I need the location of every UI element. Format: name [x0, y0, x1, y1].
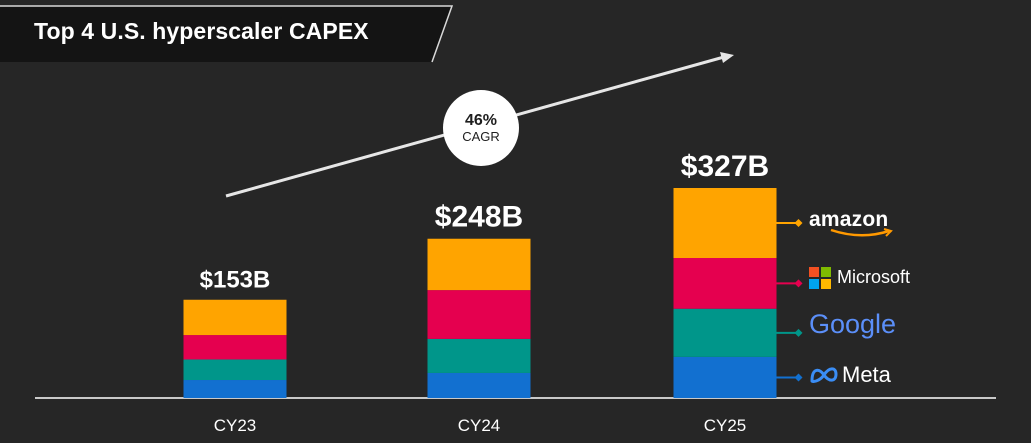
legend-layer: [776, 219, 803, 382]
legend-amazon: amazon: [809, 208, 899, 240]
legend-marker-meta: [794, 373, 803, 382]
bar-segment-amazon-cy24: [427, 238, 531, 291]
chart-title: Top 4 U.S. hyperscaler CAPEX: [34, 18, 369, 44]
amazon-logo-text: amazon: [809, 208, 889, 231]
legend-google: Google: [809, 309, 896, 343]
bar-segment-google-cy24: [427, 338, 531, 373]
bar-segment-microsoft-cy23: [183, 335, 287, 360]
bar-segment-meta-cy25: [673, 356, 777, 398]
bar-segment-google-cy23: [183, 359, 287, 381]
x-tick-label-cy25: CY25: [704, 416, 747, 435]
legend-marker-amazon: [794, 219, 803, 227]
bar-segment-microsoft-cy24: [427, 290, 531, 339]
legend-marker-google: [794, 328, 803, 337]
total-label-cy25: $327B: [681, 150, 769, 183]
total-label-cy24: $248B: [435, 201, 523, 234]
bar-segment-meta-cy23: [183, 380, 287, 398]
title-banner-border: [0, 5, 454, 63]
microsoft-logo-icon: [809, 267, 831, 289]
bar-segment-meta-cy24: [427, 372, 531, 398]
google-logo-text: Google: [809, 309, 897, 339]
legend-marker-microsoft: [794, 279, 803, 288]
cagr-value: 46%: [464, 112, 498, 129]
meta-logo-icon: [810, 367, 838, 383]
x-tick-label-cy23: CY23: [214, 416, 257, 435]
microsoft-logo-text: Microsoft: [837, 267, 911, 287]
growth-arrow-head: [720, 52, 734, 63]
labels-layer: $153B CY23 $248B CY24 $327B CY25: [200, 150, 770, 435]
bar-segment-microsoft-cy25: [673, 258, 777, 309]
meta-logo-text: Meta: [842, 362, 891, 387]
bar-segment-google-cy25: [673, 308, 777, 357]
bars-layer: [183, 188, 777, 398]
bar-segment-amazon-cy25: [673, 188, 777, 258]
total-label-cy23: $153B: [200, 267, 271, 294]
title-banner: [0, 6, 452, 62]
x-tick-label-cy24: CY24: [458, 416, 501, 435]
cagr-label: CAGR: [462, 129, 500, 144]
amazon-smile-icon: [830, 228, 893, 237]
bar-segment-amazon-cy23: [183, 299, 287, 336]
cagr-badge: 46% CAGR: [443, 90, 519, 166]
